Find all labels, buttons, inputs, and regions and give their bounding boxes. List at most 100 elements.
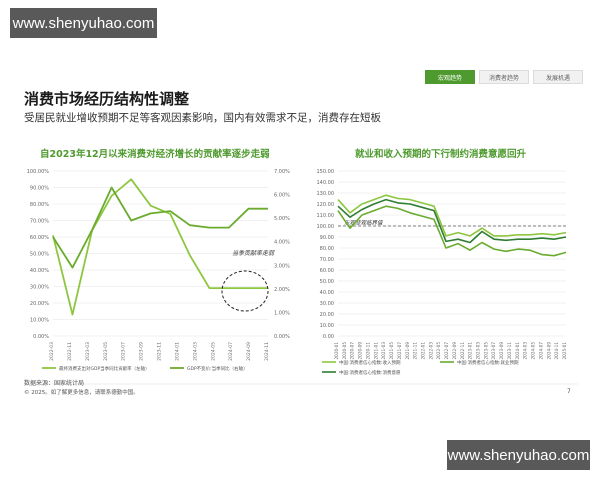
chart2-xtick: 2023-09: [499, 342, 504, 360]
copyright-note: © 2025。如了解更多信息，请联系德勤中国。: [24, 390, 139, 396]
chart2-ytick: 30.00: [320, 301, 334, 307]
chart1-ytick-left: 100.00%: [27, 169, 49, 175]
chart1-ytick-right: 1.00%: [274, 310, 290, 316]
chart1-annotation: 当季贡献率走弱: [232, 249, 275, 257]
chart1-xtick: 2023-05: [103, 342, 109, 361]
chart1-series-line-2: [52, 186, 268, 269]
chart1-series-line-1: [52, 178, 268, 316]
chart2-xtick: 2023-11: [507, 342, 512, 360]
chart1-annotation-circle: [221, 270, 269, 312]
chart2-ytick: 60.00: [320, 268, 334, 274]
chart2-xtick: 2023-01: [468, 342, 473, 360]
watermark-top: www.shenyuhao.com: [10, 8, 157, 38]
chart2-xtick: 2020-01: [334, 342, 339, 360]
chart1-title: 自2023年12月以来消费对经济增长的贡献率逐步走弱: [40, 149, 270, 160]
chart2-xtick: 2021-07: [397, 342, 402, 360]
tab-macro-trends[interactable]: 宏观趋势: [425, 70, 475, 84]
chart1-xtick: 2024-01: [174, 342, 180, 361]
chart1-ytick-left: 20.00%: [30, 301, 49, 307]
chart2-ytick: 120.00: [317, 202, 335, 208]
chart2-ytick: 110.00: [317, 213, 335, 219]
chart2-xtick: 2021-03: [381, 342, 386, 360]
chart2-ytick: 20.00: [320, 312, 334, 318]
tab-opportunities[interactable]: 发展机遇: [533, 70, 583, 84]
chart1-xtick: 2024-07: [228, 342, 234, 361]
chart2-ytick: 150.00: [317, 169, 335, 175]
chart2-xtick: 2024-07: [538, 342, 543, 360]
chart2-series-line-3: [337, 198, 567, 244]
tab-consumer-trends[interactable]: 消费者趋势: [479, 70, 529, 84]
chart2-ytick: 0.00: [323, 334, 334, 340]
chart1-xtick: 2024-09: [246, 342, 252, 361]
chart1-legend-label-1: 最终消费支出对GDP当季同比贡献率（左轴）: [59, 365, 150, 372]
chart2-ytick: 80.00: [320, 246, 334, 252]
chart2-xtick: 2021-11: [413, 342, 418, 360]
chart2-xtick: 2020-07: [350, 342, 355, 360]
chart1-xtick: 2024-11: [264, 342, 270, 361]
chart2-xtick: 2024-09: [546, 342, 551, 360]
chart2-xtick: 2023-05: [483, 342, 488, 360]
chart1-ytick-right: 0.00%: [274, 334, 290, 340]
chart2-xtick: 2025-01: [562, 342, 567, 360]
chart1-xtick: 2023-07: [121, 342, 127, 361]
chart1-ytick-left: 0.00%: [33, 334, 49, 340]
watermark-bottom: www.shenyuhao.com: [447, 440, 590, 470]
chart2-xtick: 2021-09: [405, 342, 410, 360]
page-number: 7: [567, 388, 571, 395]
chart2-xtick: 2023-07: [491, 342, 496, 360]
chart2-xtick: 2021-01: [373, 342, 378, 360]
chart2-xtick: 2022-11: [460, 342, 465, 360]
chart2-series-line-1: [337, 194, 567, 237]
chart2-ytick: 50.00: [320, 279, 334, 285]
source-note: 数据来源：国家统计局: [24, 380, 85, 387]
chart2-legend-label-3: 中国:消费者信心指数:消费意愿: [339, 369, 401, 376]
chart1-ytick-left: 30.00%: [30, 285, 49, 291]
chart2-xtick: 2024-03: [523, 342, 528, 360]
chart1-xtick: 2023-11: [157, 342, 163, 361]
chart1-ytick-left: 80.00%: [30, 202, 49, 208]
chart1-ytick-right: 7.00%: [274, 169, 290, 175]
chart2-legend-label-1: 中国:消费者信心指数:收入预期: [339, 359, 401, 366]
chart2-xtick: 2021-05: [389, 342, 394, 360]
chart2-xtick: 2022-07: [444, 342, 449, 360]
chart2-xtick: 2023-03: [476, 342, 481, 360]
chart1-ytick-left: 10.00%: [30, 318, 49, 324]
chart1-ytick-right: 5.00%: [274, 216, 290, 222]
chart2-xtick: 2024-01: [515, 342, 520, 360]
chart2-title: 就业和收入预期的下行制约消费意愿回升: [355, 149, 527, 160]
chart1-ytick-right: 2.00%: [274, 287, 290, 293]
chart1-ytick-left: 50.00%: [30, 252, 49, 258]
chart2-legend-label-2: 中国:消费者信心指数:就业预期: [457, 359, 519, 366]
chart2-reference-label: 乐观悲观临界值: [344, 220, 384, 227]
chart2-xtick: 2020-11: [365, 342, 370, 360]
chart1-ytick-right: 3.00%: [274, 263, 290, 269]
chart1-ytick-left: 70.00%: [30, 219, 49, 225]
chart2-xtick: 2020-09: [358, 342, 363, 360]
chart1-xtick: 2023-03: [85, 342, 91, 361]
chart1-ytick-left: 90.00%: [30, 186, 49, 192]
chart1-legend-label-2: GDP不变价:当季同比（右轴）: [187, 365, 248, 372]
chart1-xtick: 2024-05: [210, 342, 216, 361]
chart1-xtick: 2022-03: [49, 342, 55, 361]
page-title: 消费市场经历结构性调整: [24, 90, 190, 108]
chart1-ytick-left: 40.00%: [30, 268, 49, 274]
chart1-xtick: 2023-09: [139, 342, 145, 361]
chart1-xtick: 2024-03: [192, 342, 198, 361]
chart2-xtick: 2022-03: [428, 342, 433, 360]
chart2-xtick: 2024-11: [554, 342, 559, 360]
chart2-ytick: 40.00: [320, 290, 334, 296]
chart2-xtick: 2020-05: [342, 342, 347, 360]
chart1-ytick-right: 6.00%: [274, 193, 290, 199]
chart2-ytick: 70.00: [320, 257, 334, 263]
chart2-xtick: 2022-05: [436, 342, 441, 360]
chart1-ytick-right: 4.00%: [274, 240, 290, 246]
chart1-xtick: 2022-11: [67, 342, 73, 361]
chart2-ytick: 90.00: [320, 235, 334, 241]
page-subtitle: 受居民就业增收预期不足等客观因素影响，国内有效需求不足，消费存在短板: [24, 112, 381, 124]
chart2-xtick: 2024-05: [531, 342, 536, 360]
chart2-series-line-2: [337, 205, 567, 257]
chart2-ytick: 140.00: [317, 180, 335, 186]
chart1-ytick-left: 60.00%: [30, 235, 49, 241]
chart2-xtick: 2022-01: [420, 342, 425, 360]
